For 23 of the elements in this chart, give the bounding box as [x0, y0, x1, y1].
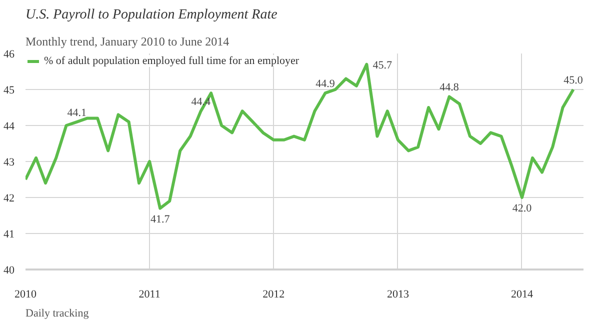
text: Daily tracking: [26, 308, 90, 320]
y-tick-label: 43: [4, 156, 15, 168]
y-tick-label: 45: [4, 84, 15, 96]
annotation: 42.0: [512, 202, 532, 214]
y-tick-label: 44: [4, 120, 15, 132]
legend-label: % of adult population employed full time for an employer: [44, 55, 300, 67]
x-tick-label: 2010: [14, 288, 37, 300]
annotation: 44.8: [440, 82, 460, 94]
chart-subtitle: Monthly trend, January 2010 to June 2014: [26, 34, 230, 48]
y-tick-label: 40: [4, 264, 15, 276]
annotation: 44.1: [67, 106, 86, 119]
x-tick-label: 2014: [510, 288, 534, 300]
annotation: 41.7: [150, 213, 170, 226]
x-tick-label: 2011: [138, 288, 160, 300]
annotation: 44.9: [316, 78, 336, 90]
y-tick-label: 46: [4, 48, 15, 60]
x-tick-label: 2012: [262, 288, 285, 300]
chart-title: U.S. Payroll to Population Employment Rate: [26, 8, 278, 22]
annotation: 45.0: [564, 74, 584, 86]
y-tick-label: 41: [4, 228, 14, 240]
x-tick-label: 2013: [386, 288, 410, 300]
y-tick-label: 42: [4, 192, 14, 204]
annotation: 45.7: [372, 59, 392, 72]
